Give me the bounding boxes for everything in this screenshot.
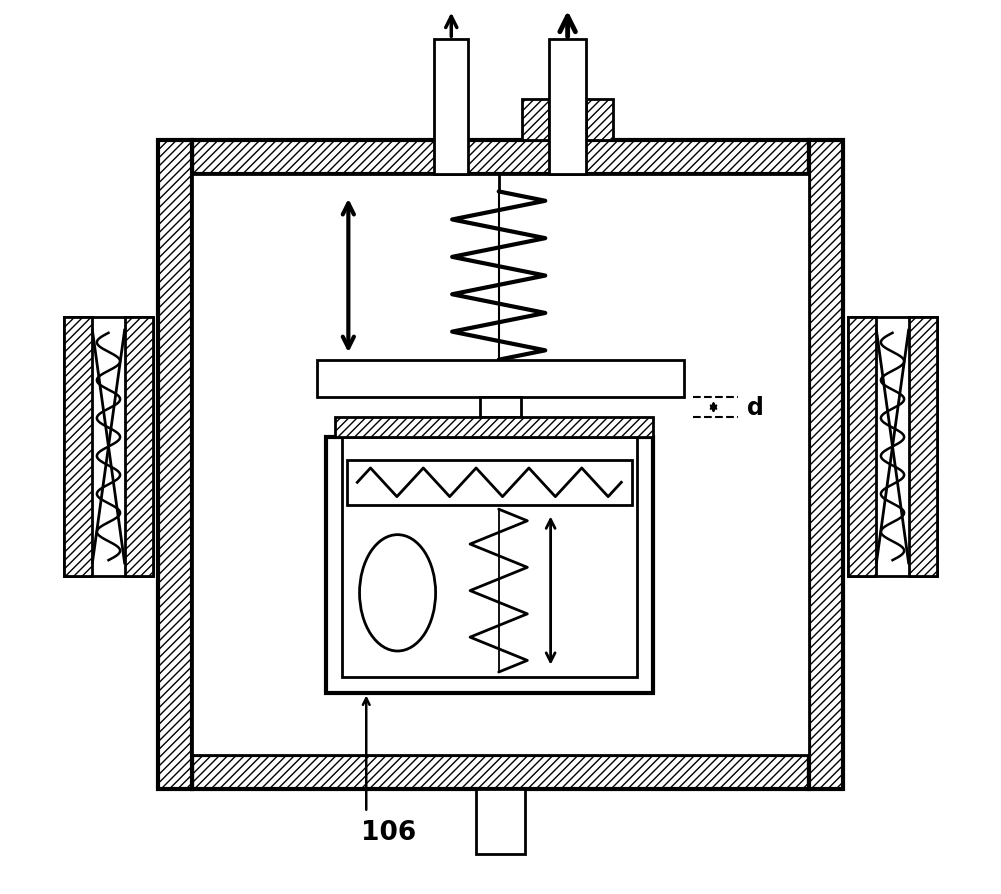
Bar <box>848 317 937 577</box>
Text: d: d <box>747 396 764 419</box>
Bar <box>326 437 653 693</box>
Bar <box>480 398 521 417</box>
Bar <box>522 100 549 140</box>
Bar <box>475 789 526 854</box>
Bar <box>158 140 192 789</box>
Bar <box>346 460 632 505</box>
Text: 106: 106 <box>361 819 416 846</box>
Bar <box>342 437 637 677</box>
Bar <box>64 317 92 577</box>
Ellipse shape <box>359 535 435 651</box>
Bar <box>587 100 614 140</box>
Bar <box>909 317 937 577</box>
Bar <box>549 40 587 174</box>
Bar <box>434 40 468 174</box>
Bar <box>317 360 684 398</box>
Bar <box>809 140 843 789</box>
Bar <box>192 140 809 174</box>
Bar <box>848 317 877 577</box>
Bar <box>335 417 653 437</box>
Bar <box>192 174 809 755</box>
Bar <box>192 755 809 789</box>
Bar <box>64 317 153 577</box>
Bar <box>124 317 153 577</box>
